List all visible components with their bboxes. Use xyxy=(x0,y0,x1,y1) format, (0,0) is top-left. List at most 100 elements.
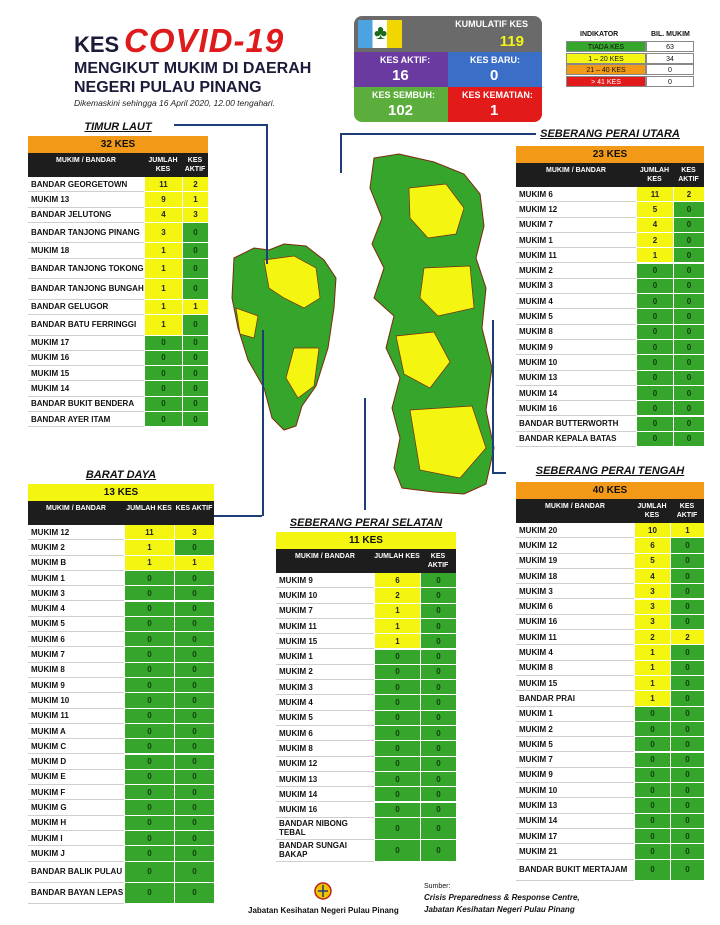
mukim-name: MUKIM 16 xyxy=(276,803,374,818)
bil-mukim-header: BIL. MUKIM xyxy=(651,31,690,38)
table-row: MUKIM 10 0 0 xyxy=(516,355,704,371)
mukim-name: MUKIM 10 xyxy=(516,355,636,371)
table-row: MUKIM 21 0 0 xyxy=(516,844,704,860)
mukim-name: MUKIM 9 xyxy=(276,573,374,589)
table-row: MUKIM 6 11 2 xyxy=(516,187,704,203)
kes-aktif-cell: 0 xyxy=(182,335,208,351)
mukim-name: MUKIM 14 xyxy=(516,386,636,402)
mukim-name: MUKIM 20 xyxy=(516,523,634,539)
kes-aktif-cell: 0 xyxy=(420,741,456,757)
col-header-aktif: KES AKTIF xyxy=(175,505,213,512)
col-header-jumlah: JUMLAH KES xyxy=(148,157,178,173)
table-row: MUKIM 14 0 0 xyxy=(28,381,208,397)
table-header: MUKIM / BANDAR JUMLAH KES KES AKTIF xyxy=(516,499,704,523)
jumlah-kes-cell: 1 xyxy=(374,634,420,650)
table-header: MUKIM / BANDAR JUMLAH KES KES AKTIF xyxy=(28,501,214,525)
kes-aktif-cell: 0 xyxy=(673,340,704,356)
kes-aktif-cell: 0 xyxy=(673,416,704,432)
kes-aktif-cell: 0 xyxy=(673,431,704,448)
mukim-name: MUKIM 9 xyxy=(516,340,636,356)
mukim-name: MUKIM 2 xyxy=(28,540,124,556)
jumlah-kes-cell: 4 xyxy=(144,207,182,223)
col-header-mukim: MUKIM / BANDAR xyxy=(46,505,106,512)
footer-dept: Jabatan Kesihatan Negeri Pulau Pinang xyxy=(248,906,399,915)
jumlah-kes-cell: 0 xyxy=(636,309,673,325)
header-line2: NEGERI PULAU PINANG xyxy=(74,79,262,96)
mukim-name: MUKIM 11 xyxy=(276,619,374,635)
table-row: BANDAR BALIK PULAU 0 0 xyxy=(28,861,214,883)
mukim-name: MUKIM 4 xyxy=(28,602,124,617)
jumlah-kes-cell: 0 xyxy=(636,263,673,279)
district-total-band: 40 KES xyxy=(516,482,704,499)
mukim-name: MUKIM 11 xyxy=(28,709,124,724)
jumlah-kes-cell: 0 xyxy=(124,882,174,904)
mukim-name: MUKIM F xyxy=(28,785,124,801)
mukim-name: BANDAR BAYAN LEPAS xyxy=(28,883,124,904)
mukim-name: BANDAR BUKIT BENDERA xyxy=(28,397,144,412)
jumlah-kes-cell: 0 xyxy=(124,693,174,709)
mukim-name: MUKIM 14 xyxy=(516,814,634,829)
mukim-name: MUKIM 4 xyxy=(516,294,636,310)
table-header: MUKIM / BANDAR JUMLAH KES KES AKTIF xyxy=(516,163,704,187)
kes-aktif-cell: 0 xyxy=(174,616,214,633)
jumlah-kes-cell: 0 xyxy=(124,800,174,816)
mukim-name: MUKIM 9 xyxy=(28,678,124,694)
kes-aktif-cell: 0 xyxy=(182,315,208,336)
kes-aktif-cell: 0 xyxy=(670,798,704,814)
district-total-band: 23 KES xyxy=(516,146,704,163)
kes-aktif-cell: 0 xyxy=(420,710,456,726)
jumlah-kes-cell: 3 xyxy=(634,599,670,615)
jumlah-kes-cell: 6 xyxy=(374,573,420,589)
kes-aktif-cell: 0 xyxy=(174,831,214,847)
mukim-name: MUKIM 1 xyxy=(516,233,636,249)
mukim-name: BANDAR TANJONG TOKONG xyxy=(28,259,144,280)
jumlah-kes-cell: 3 xyxy=(144,222,182,244)
kes-aktif-cell: 0 xyxy=(174,785,214,801)
table-row: MUKIM 10 0 0 xyxy=(28,693,214,709)
jumlah-kes-cell: 0 xyxy=(144,381,182,397)
jumlah-kes-cell: 9 xyxy=(144,192,182,208)
table-row: BANDAR KEPALA BATAS 0 0 xyxy=(516,431,704,448)
jumlah-kes-cell: 0 xyxy=(636,431,673,448)
kes-aktif-cell: 0 xyxy=(174,601,214,617)
connector-barat-daya-h xyxy=(214,515,262,517)
mukim-name: BANDAR BUKIT MERTAJAM xyxy=(516,860,634,881)
kes-aktif-cell: 3 xyxy=(182,207,208,223)
aktif-value: 16 xyxy=(392,67,409,84)
mukim-name: BANDAR NIBONG TEBAL xyxy=(276,818,374,840)
mukim-name: BANDAR GELUGOR xyxy=(28,300,144,315)
mukim-name: MUKIM C xyxy=(28,739,124,755)
kes-aktif-cell: 0 xyxy=(420,787,456,803)
kes-aktif-cell: 0 xyxy=(673,309,704,325)
mukim-name: MUKIM 1 xyxy=(276,650,374,665)
kes-aktif-cell: 0 xyxy=(670,614,704,631)
jumlah-kes-cell: 2 xyxy=(634,630,670,646)
kes-aktif-cell: 0 xyxy=(673,294,704,310)
jumlah-kes-cell: 0 xyxy=(636,340,673,356)
kes-aktif-cell: 0 xyxy=(174,739,214,755)
kes-aktif-cell: 2 xyxy=(182,177,208,193)
mukim-name: MUKIM 2 xyxy=(276,665,374,681)
mukim-name: MUKIM 13 xyxy=(28,192,144,208)
jumlah-kes-cell: 0 xyxy=(374,680,420,696)
summary-box: ♣ KUMULATIF KES 119 KES AKTIF: 16 KES BA… xyxy=(354,16,542,122)
col-header-jumlah: JUMLAH KES xyxy=(374,553,420,560)
mukim-name: MUKIM 16 xyxy=(516,401,636,417)
mukim-name: MUKIM 7 xyxy=(516,218,636,233)
mukim-name: BANDAR GEORGETOWN xyxy=(28,177,144,193)
col-header-mukim: MUKIM / BANDAR xyxy=(295,553,355,560)
mukim-name: MUKIM 18 xyxy=(516,569,634,585)
kes-aktif-cell: 0 xyxy=(174,754,214,770)
jumlah-kes-cell: 1 xyxy=(634,691,670,707)
kes-aktif-cell: 2 xyxy=(670,630,704,646)
kes-aktif-cell: 0 xyxy=(670,568,704,585)
